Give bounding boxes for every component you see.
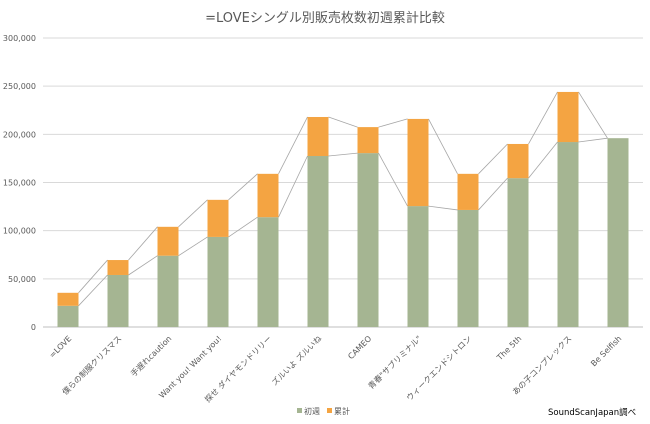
bar-shoshu [407,206,429,327]
bar-ruikei [407,118,429,207]
bar-ruikei [257,173,279,218]
y-tick-label: 250,000 [3,82,36,91]
legend-label-shoshu: 初週 [304,406,320,416]
bar-shoshu [307,156,329,327]
source-note: SoundScanJapan調べ [548,407,636,418]
bar-shoshu [157,255,179,327]
legend-label-ruikei: 累計 [334,406,350,416]
bar-ruikei [507,143,529,179]
bar-shoshu [507,178,529,327]
series-line [278,155,308,218]
series-line [228,173,258,201]
bar-ruikei [157,226,179,256]
y-tick-label: 200,000 [3,130,36,139]
x-category-label: Be Selfish [589,334,623,368]
legend: 初週 累計 [297,406,350,416]
series-line [578,137,608,143]
series-line [378,118,408,128]
y-tick-label: 0 [31,323,36,332]
bar-ruikei [307,116,329,157]
series-line [228,216,258,238]
series-line [78,259,108,294]
series-line [528,141,558,179]
series-line [528,91,558,145]
series-line [428,205,458,211]
series-line [178,199,208,228]
bar-ruikei [107,260,129,275]
bar-ruikei [357,127,379,154]
x-category-label: CAMEO [346,334,373,361]
legend-swatch-ruikei [327,408,332,413]
bar-shoshu [107,274,129,327]
series-line [428,118,458,175]
bar-shoshu [457,209,479,327]
series-line [328,152,358,157]
bar-shoshu [357,153,379,327]
y-tick-label: 300,000 [3,34,36,43]
bar-ruikei [457,173,479,210]
series-line [178,236,208,257]
bar-shoshu [557,142,579,327]
series-line [78,274,108,307]
series-line [478,143,508,175]
series-line [278,116,308,175]
x-category-label: The 5th [495,334,524,363]
series-line [378,152,408,207]
x-category-label: 手遅れcaution [128,333,173,378]
chart-title: =LOVEシングル別販売枚数初週累計比較 [205,10,445,26]
bar-shoshu [257,217,279,327]
bar-shoshu [57,305,79,327]
series-line [478,177,508,211]
x-category-label: ズルいよ ズルいね [269,333,323,387]
y-tick-label: 100,000 [3,227,36,236]
y-tick-label: 50,000 [8,275,36,284]
series-line [328,116,358,128]
x-category-label: 青春"サブリミナル" [366,333,424,391]
y-tick-label: 150,000 [3,179,36,188]
bar-ruikei [557,91,579,143]
series-line [578,91,608,139]
series-line [128,226,158,261]
legend-swatch-shoshu [297,408,302,413]
x-category-label: =LOVE [48,334,74,360]
bar-shoshu [207,236,229,327]
bar-shoshu [607,138,629,327]
series-line [128,255,158,276]
bar-ruikei [207,199,229,237]
bar-ruikei [57,292,79,306]
